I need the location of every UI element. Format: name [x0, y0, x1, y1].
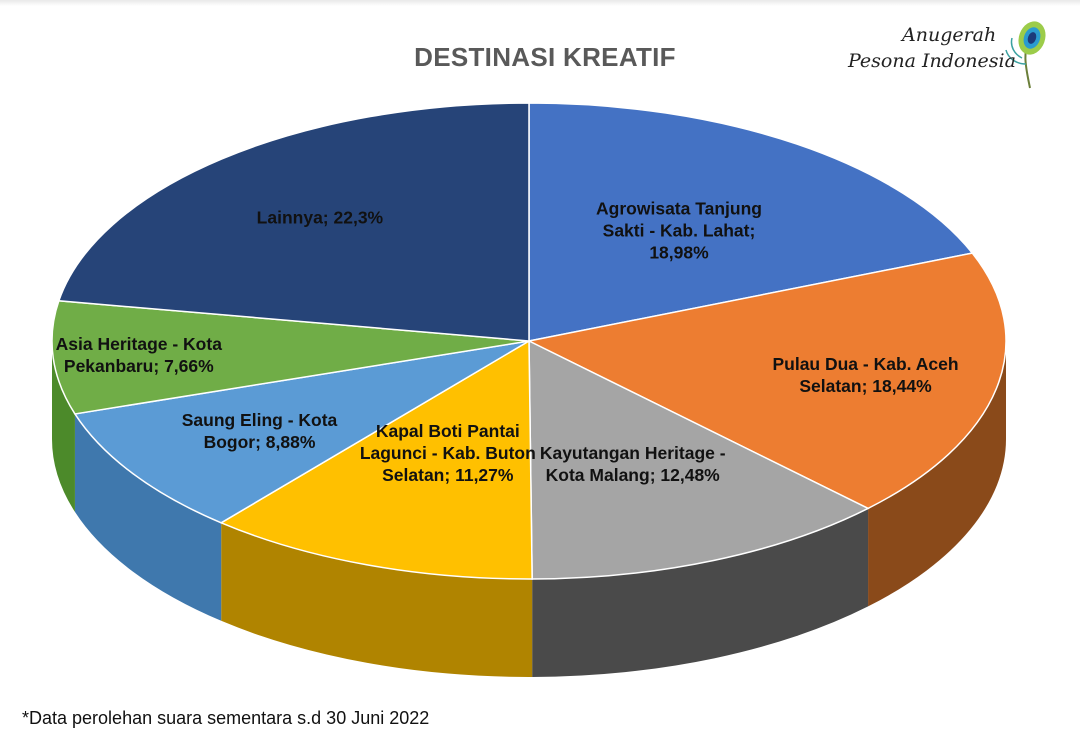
pie-slice-label-0: Agrowisata Tanjung Sakti - Kab. Lahat; 18,… [596, 199, 762, 263]
pie-slice-label-3: Kapal Boti Pantai Lagunci - Kab. Buton Sel… [360, 421, 536, 485]
pie-slice-side-3 [221, 522, 533, 677]
anugerah-pesona-indonesia-logo: Anugerah Pesona Indonesia [842, 16, 1062, 94]
pie-slice-label-4: Saung Eling - Kota Bogor; 8,88% [182, 410, 338, 452]
logo-text-line2: Pesona Indonesia [848, 50, 1016, 72]
pie-slice-side-1 [868, 341, 1006, 607]
pie-slice-label-1: Pulau Dua - Kab. Aceh Selatan; 18,44% [772, 354, 958, 396]
pie-slice-4 [73, 340, 530, 524]
pie-slice-2 [528, 339, 870, 580]
pie-slice-6 [57, 102, 530, 342]
pie-slice-0 [528, 102, 974, 342]
footnote: *Data perolehan suara sementara s.d 30 J… [22, 708, 430, 728]
pie-slice-side-5 [52, 341, 75, 512]
pie-slice-side-2 [532, 508, 869, 677]
pie-slice-5 [51, 299, 530, 415]
chart-title: DESTINASI KREATIF [414, 42, 676, 72]
pie-slice-3 [219, 339, 533, 580]
logo-text-line1: Anugerah [902, 24, 997, 46]
top-edge [0, 0, 1080, 6]
pie-slice-1 [526, 252, 1007, 510]
pie-slice-label-5: Asia Heritage - Kota Pekanbaru; 7,66% [56, 334, 223, 376]
pie-slice-label-2: Kayutangan Heritage -Kota Malang; 12,48% [540, 443, 726, 485]
peacock-feather-icon [1005, 21, 1046, 89]
pie-slice-side-4 [74, 413, 222, 621]
pie-slice-label-6: Lainnya; 22,3% [257, 207, 384, 227]
